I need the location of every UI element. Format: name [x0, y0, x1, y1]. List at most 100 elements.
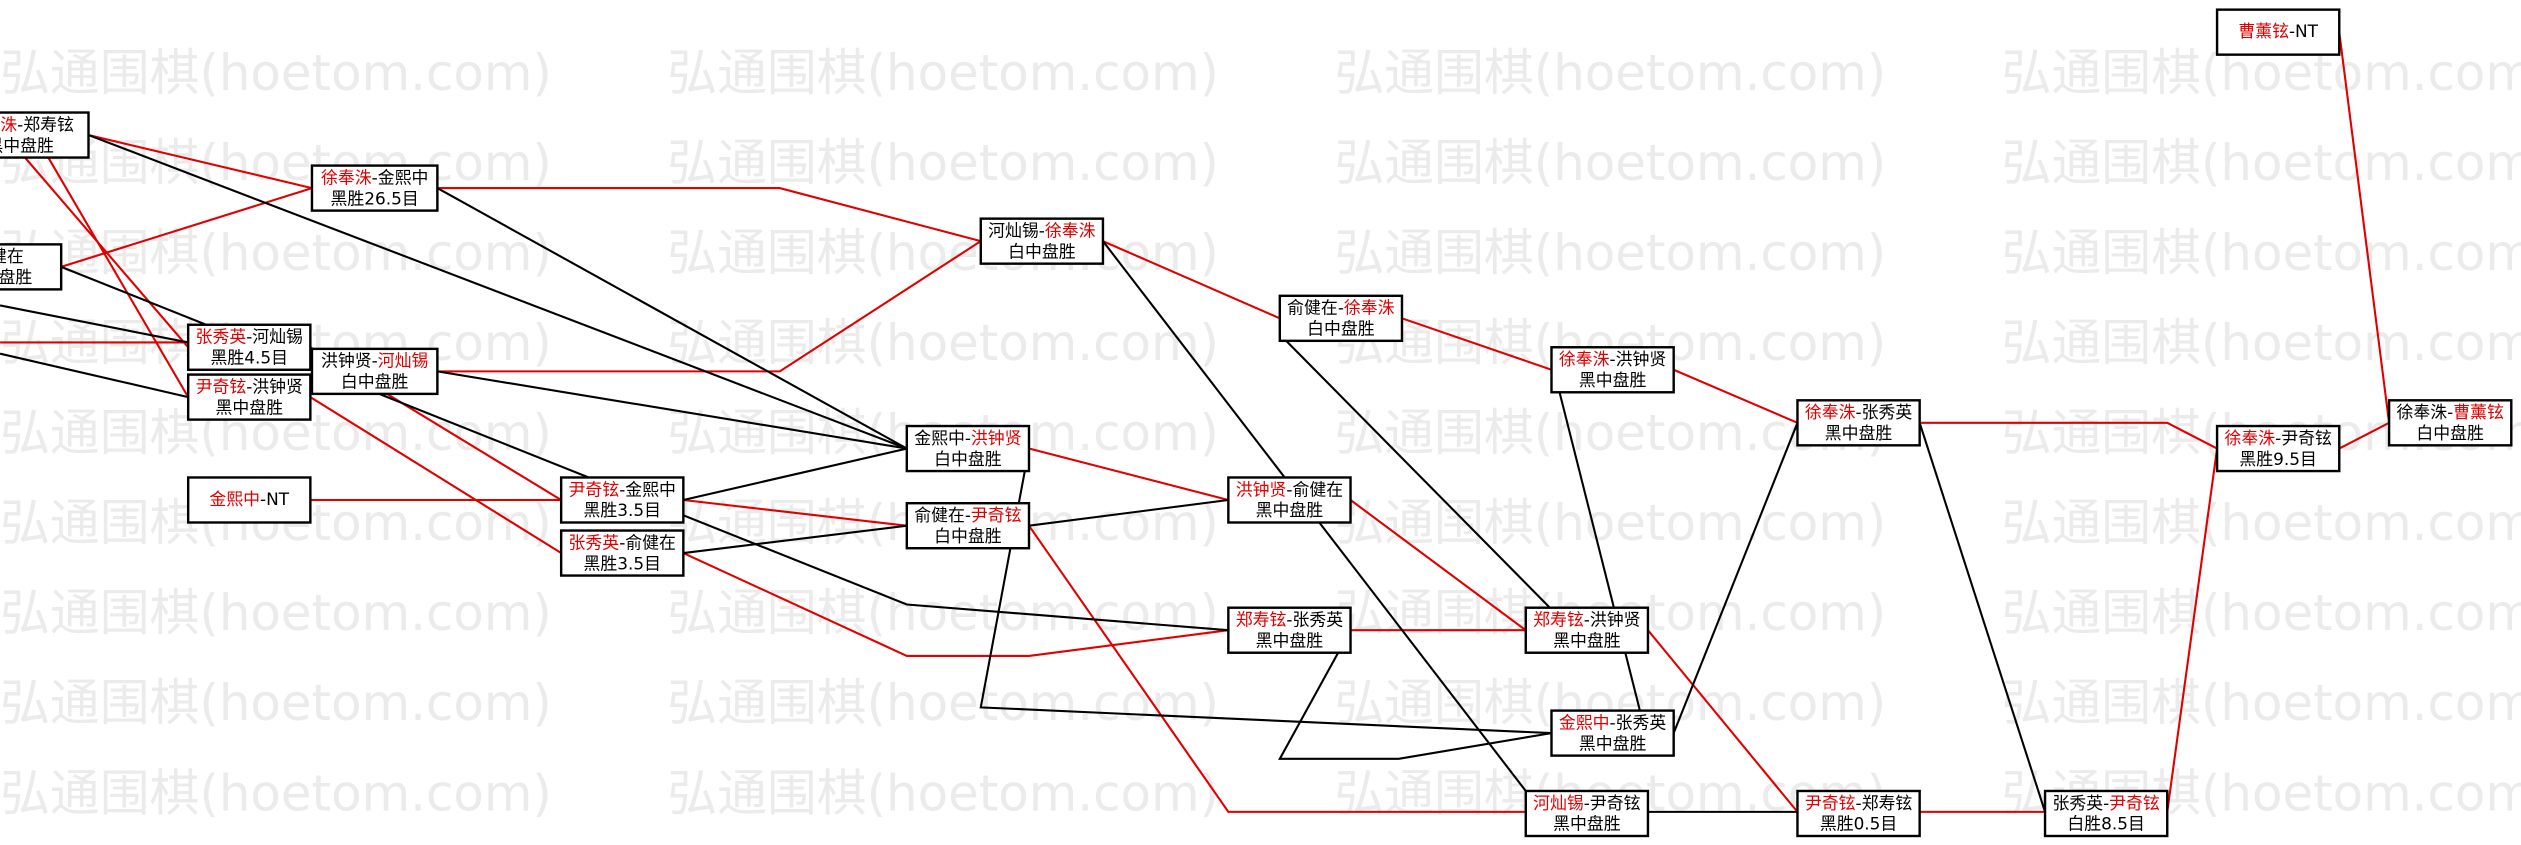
watermark: 弘通围棋(hoetom.com): [667, 584, 1219, 642]
match-result: 黑中盘胜: [1553, 814, 1621, 834]
watermark: 弘通围棋(hoetom.com): [667, 224, 1219, 282]
match-players: 徐奉洙-洪钟贤: [1559, 349, 1666, 369]
separator: -: [1338, 298, 1344, 318]
separator: -: [965, 428, 971, 448]
edge: [1028, 498, 1229, 527]
match-players: 张秀英-河灿锡: [196, 327, 303, 347]
match-result: 黑中盘胜: [0, 135, 54, 155]
match-box: [0, 111, 90, 159]
edge: [2338, 421, 2390, 450]
match-players: 洪钟贤-俞健在: [1236, 479, 1343, 499]
player-name: 尹奇铉: [196, 376, 247, 396]
watermark: 弘通围棋(hoetom.com): [1334, 494, 1886, 552]
player-name: 曹薰铉: [2238, 21, 2289, 41]
edge: [683, 498, 907, 527]
match-result: 黑胜9.5目: [2239, 449, 2316, 469]
watermark: 弘通围棋(hoetom.com): [0, 674, 552, 732]
match-box: [0, 243, 63, 291]
match-box: [559, 529, 685, 577]
player-name: 张秀英: [569, 532, 620, 552]
player-name: 尹奇铉: [1590, 793, 1641, 813]
edge: [436, 187, 908, 450]
edge: [1028, 525, 1526, 813]
edge: [1918, 422, 2047, 813]
edge: [1285, 340, 1551, 609]
match-box: [2215, 424, 2341, 473]
match-players: 郑寿铉-洪钟贤: [1533, 610, 1640, 630]
player-name: 尹奇铉: [569, 479, 620, 499]
edge: [1349, 499, 1527, 632]
player-name: 徐奉洙: [1559, 349, 1610, 369]
player-name: 洪钟贤: [971, 428, 1022, 448]
watermark: 弘通围棋(hoetom.com): [667, 674, 1219, 732]
separator: -: [2447, 402, 2453, 422]
match-players: 俞健在-尹奇铉: [914, 505, 1021, 525]
edge: [309, 396, 562, 554]
separator: -: [1856, 793, 1862, 813]
separator: -: [2275, 428, 2281, 448]
player-name: 金熙中: [209, 489, 260, 509]
player-name: 河灿锡: [378, 351, 429, 371]
edge: [1028, 447, 1229, 502]
player-name: 徐奉洙: [1344, 298, 1395, 318]
match-box: [1796, 789, 1921, 838]
edge: [1673, 368, 1798, 424]
match-box: [1524, 606, 1650, 654]
match-box: [186, 476, 312, 524]
match-players: 徐奉洙-郑寿铉: [0, 114, 74, 134]
player-name: 徐奉洙: [1805, 402, 1856, 422]
match-result: 黑胜26.5目: [331, 188, 419, 208]
watermark: 弘通围棋(hoetom.com): [0, 584, 552, 642]
player-name: 张秀英: [1292, 610, 1343, 630]
match-result: 黑中盘胜: [1553, 630, 1621, 650]
separator: -: [619, 479, 625, 499]
watermark: 弘通围棋(hoetom.com): [2002, 224, 2521, 282]
match-node: 俞健在白中盘胜: [0, 243, 63, 291]
player-name: 洪钟贤: [252, 376, 303, 396]
match-players: 张秀英-尹奇铉: [2052, 793, 2159, 813]
separator: -: [246, 327, 252, 347]
separator: -: [1039, 221, 1045, 241]
player-name: 俞健在: [914, 505, 965, 525]
match-box: [1550, 346, 1675, 394]
edge: [1558, 392, 1641, 711]
match-node: 金熙中-NT: [186, 476, 312, 524]
watermark: 弘通围棋(hoetom.com): [2002, 674, 2521, 732]
match-box: [905, 424, 1031, 473]
player-name: 尹奇铉: [1805, 793, 1856, 813]
separator: -: [1584, 610, 1590, 630]
player-name: 张秀英: [1862, 402, 1913, 422]
separator: -: [619, 532, 625, 552]
watermark: 弘通围棋(hoetom.com): [2002, 134, 2521, 192]
separator: -: [2103, 793, 2109, 813]
edge: [0, 127, 189, 348]
match-result: 白中盘胜: [934, 449, 1002, 469]
edge: [1919, 421, 2218, 450]
match-players: 尹奇铉-郑寿铉: [1805, 793, 1912, 813]
match-result: 白中盘胜: [1307, 319, 1375, 339]
match-box: [2215, 8, 2341, 56]
edge: [1672, 422, 1799, 734]
match-box: [1227, 606, 1352, 654]
player-name: 洪钟贤: [321, 351, 372, 371]
match-box: [1227, 476, 1352, 524]
match-players: 俞健在: [0, 246, 24, 266]
player-name: 洪钟贤: [1236, 479, 1287, 499]
match-box: [2387, 399, 2513, 447]
edge: [0, 304, 189, 344]
separator: -: [1856, 402, 1862, 422]
separator: -: [1610, 712, 1616, 732]
player-name: 金熙中: [914, 428, 965, 448]
match-node: 曹薰铉-NT: [2215, 8, 2341, 56]
match-result: 黑胜3.5目: [584, 553, 661, 573]
